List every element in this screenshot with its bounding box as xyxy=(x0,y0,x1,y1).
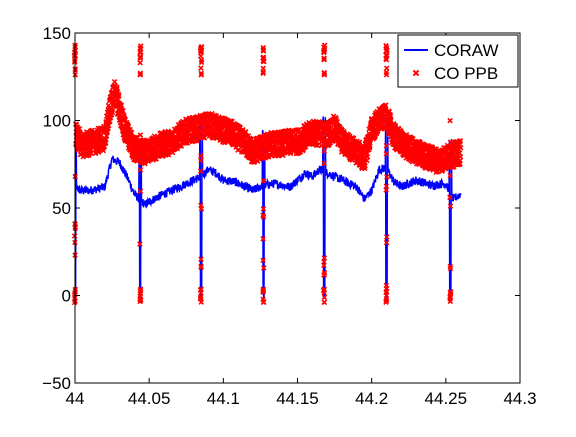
x-tick-label: 44.3 xyxy=(503,389,536,408)
y-tick-label: 100 xyxy=(43,112,71,131)
x-tick-label: 44.05 xyxy=(128,389,171,408)
x-tick-label: 44.2 xyxy=(355,389,388,408)
series-co-ppb-markers xyxy=(71,42,464,306)
y-tick-label: 0 xyxy=(62,287,71,306)
plot-data xyxy=(71,42,464,306)
legend: CORAW CO PPB xyxy=(397,34,519,88)
x-tick-label: 44.15 xyxy=(276,389,319,408)
y-tick-label: −50 xyxy=(42,374,71,393)
legend-label-co-ppb: CO PPB xyxy=(434,64,498,83)
x-tick-label: 44.25 xyxy=(425,389,468,408)
axis-ticks: 44 44.05 44.1 44.15 44.2 44.25 44.3 −50 0 50 100 15… xyxy=(42,24,536,408)
y-tick-label: 50 xyxy=(52,199,71,218)
y-tick-label: 150 xyxy=(43,24,71,43)
legend-box xyxy=(397,34,519,88)
x-tick-label: 44.1 xyxy=(207,389,240,408)
legend-label-coraw: CORAW xyxy=(434,41,499,60)
x-tick-label: 44 xyxy=(66,389,85,408)
legend-swatch-co-ppb xyxy=(412,69,420,77)
